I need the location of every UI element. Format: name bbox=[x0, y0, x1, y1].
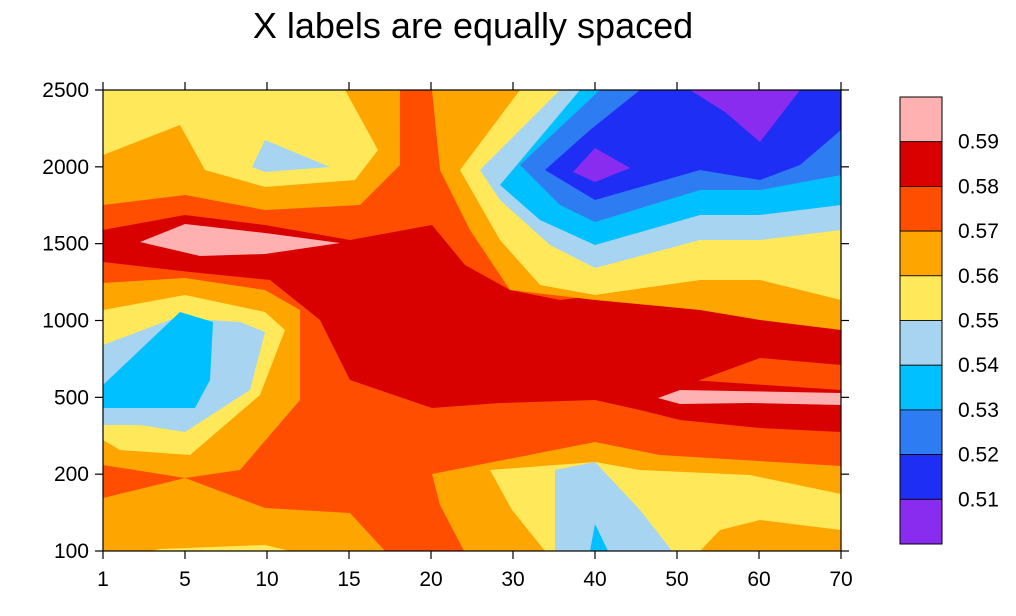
contour-fills bbox=[103, 90, 841, 551]
colorbar-legend: 0.59 0.58 0.57 0.56 0.55 0.54 0.53 0.52 0.51 bbox=[899, 96, 999, 545]
contour-region bbox=[590, 524, 608, 551]
chart-title: X labels are equally spaced bbox=[253, 5, 693, 46]
legend-swatch bbox=[899, 96, 943, 143]
x-tick-label: 50 bbox=[665, 568, 688, 591]
legend-swatch bbox=[899, 185, 943, 232]
legend-label: 0.54 bbox=[958, 354, 999, 377]
x-tick-label: 40 bbox=[583, 568, 606, 591]
y-tick-label: 200 bbox=[54, 463, 89, 486]
legend-swatch bbox=[899, 498, 943, 545]
contour-region bbox=[140, 224, 340, 256]
legend-frame bbox=[899, 96, 943, 545]
y-tick-label: 2000 bbox=[42, 156, 89, 179]
legend-label: 0.56 bbox=[958, 265, 999, 288]
y-tick-label: 1500 bbox=[42, 233, 89, 256]
x-tick-label: 5 bbox=[179, 568, 191, 591]
contour-region bbox=[595, 378, 841, 432]
legend-swatch bbox=[899, 141, 943, 187]
legend-swatch bbox=[899, 409, 943, 455]
y-tick-label: 100 bbox=[54, 540, 89, 563]
x-tick-label: 70 bbox=[829, 568, 852, 591]
legend-label: 0.57 bbox=[958, 220, 999, 243]
y-tick-label: 2500 bbox=[42, 79, 89, 102]
contour-region bbox=[103, 312, 213, 408]
legend-label: 0.52 bbox=[958, 444, 999, 467]
contour-region bbox=[252, 140, 330, 172]
legend-label: 0.55 bbox=[958, 310, 999, 333]
contour-region bbox=[555, 462, 672, 551]
legend-swatch bbox=[899, 364, 943, 411]
x-tick-label: 30 bbox=[501, 568, 524, 591]
x-tick-label: 10 bbox=[255, 568, 278, 591]
y-tick-label: 1000 bbox=[42, 310, 89, 333]
x-tick-label: 60 bbox=[747, 568, 770, 591]
y-tick-label: 500 bbox=[54, 386, 89, 409]
legend-label: 0.59 bbox=[958, 131, 999, 154]
legend-swatch bbox=[899, 454, 943, 500]
contour-region bbox=[103, 215, 841, 408]
x-tick-label: 1 bbox=[97, 568, 109, 591]
contour-region bbox=[658, 390, 841, 405]
contour-region bbox=[103, 478, 385, 551]
x-tick-label: 20 bbox=[419, 568, 442, 591]
legend-swatch bbox=[899, 320, 943, 366]
legend-swatch bbox=[899, 230, 943, 277]
x-tick-label: 15 bbox=[337, 568, 360, 591]
legend-label: 0.58 bbox=[958, 175, 999, 198]
contour-region bbox=[690, 90, 800, 142]
contour-region bbox=[573, 148, 630, 182]
axes: 1 5 10 15 20 30 40 50 60 701002005001000150020002… bbox=[42, 79, 852, 591]
legend-swatch bbox=[899, 275, 943, 321]
legend-label: 0.53 bbox=[958, 399, 999, 422]
contour-region bbox=[150, 545, 290, 551]
legend-label: 0.51 bbox=[958, 488, 999, 511]
